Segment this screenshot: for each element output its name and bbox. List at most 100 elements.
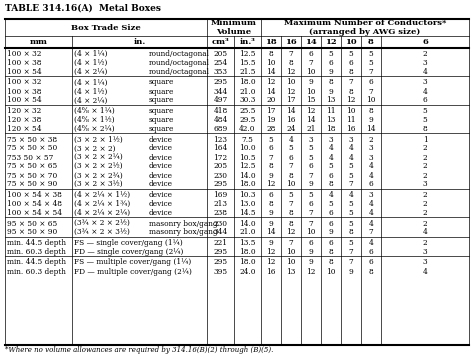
Text: 9: 9	[369, 116, 374, 124]
Text: 9: 9	[309, 248, 313, 256]
Text: 7: 7	[309, 172, 313, 180]
Text: 4: 4	[348, 191, 354, 199]
Text: 3: 3	[423, 59, 428, 67]
Text: device: device	[149, 154, 173, 162]
Text: 18: 18	[265, 38, 277, 46]
Text: 9: 9	[328, 88, 333, 95]
Text: (4⁶⁄₈ × 2¼): (4⁶⁄₈ × 2¼)	[74, 125, 115, 133]
Text: 13: 13	[286, 267, 296, 275]
Text: 5: 5	[348, 209, 354, 217]
Text: 4: 4	[423, 88, 428, 95]
Text: 7: 7	[289, 200, 293, 208]
Text: 9: 9	[269, 172, 273, 180]
Text: 6: 6	[328, 209, 333, 217]
Text: 4: 4	[328, 191, 333, 199]
Text: 5: 5	[328, 50, 333, 58]
Text: 30.3: 30.3	[239, 97, 255, 104]
Text: (4 × 1¼): (4 × 1¼)	[74, 79, 108, 87]
Text: 14: 14	[266, 228, 276, 237]
Text: 2: 2	[423, 209, 428, 217]
Text: 3: 3	[309, 135, 313, 144]
Text: device: device	[149, 172, 173, 180]
Text: 395: 395	[213, 267, 228, 275]
Text: FD — single cover/gang (2¼): FD — single cover/gang (2¼)	[74, 248, 183, 256]
Text: min. 60.3 depth: min. 60.3 depth	[7, 267, 66, 275]
Text: 16: 16	[285, 38, 297, 46]
Text: FS — multiple cover/gang (1¼): FS — multiple cover/gang (1¼)	[74, 258, 191, 266]
Text: 20: 20	[266, 97, 276, 104]
Text: 100 × 32: 100 × 32	[7, 79, 41, 87]
Text: 10: 10	[366, 97, 376, 104]
Text: 11: 11	[326, 107, 336, 115]
Text: 9: 9	[348, 267, 354, 275]
Text: (4 × 1¼): (4 × 1¼)	[74, 50, 108, 58]
Text: 3: 3	[369, 154, 374, 162]
Text: 7: 7	[289, 50, 293, 58]
Text: 6: 6	[309, 239, 313, 247]
Text: 100 × 54 × 38: 100 × 54 × 38	[7, 191, 62, 199]
Text: 18.0: 18.0	[239, 248, 256, 256]
Text: (3 × 2 × 2¼): (3 × 2 × 2¼)	[74, 154, 123, 162]
Text: 120 × 32: 120 × 32	[7, 107, 41, 115]
Text: 10: 10	[286, 79, 296, 87]
Text: 4: 4	[369, 239, 374, 247]
Text: 2: 2	[423, 219, 428, 228]
Text: 12: 12	[266, 79, 276, 87]
Text: 12: 12	[286, 228, 296, 237]
Text: 5: 5	[328, 200, 333, 208]
Text: 21: 21	[306, 125, 316, 133]
Text: 295: 295	[213, 258, 228, 266]
Text: 4: 4	[369, 219, 374, 228]
Text: 4: 4	[369, 209, 374, 217]
Text: (3 × 2 × 3½): (3 × 2 × 3½)	[74, 181, 123, 188]
Text: 6: 6	[289, 154, 293, 162]
Text: 14: 14	[366, 125, 376, 133]
Text: 10: 10	[306, 88, 316, 95]
Text: round/octagonal: round/octagonal	[149, 59, 210, 67]
Text: 8: 8	[369, 107, 374, 115]
Text: 14: 14	[306, 116, 316, 124]
Text: 5: 5	[348, 163, 354, 171]
Text: 7: 7	[309, 209, 313, 217]
Text: 14.0: 14.0	[239, 219, 256, 228]
Text: 4: 4	[369, 172, 374, 180]
Text: 6: 6	[309, 163, 313, 171]
Text: 120 × 54: 120 × 54	[7, 125, 42, 133]
Text: 7: 7	[348, 181, 354, 188]
Text: (4 × 2¼): (4 × 2¼)	[74, 97, 108, 104]
Text: round/octagonal: round/octagonal	[149, 50, 210, 58]
Text: 6: 6	[369, 79, 374, 87]
Text: 8: 8	[328, 181, 333, 188]
Text: 8: 8	[269, 50, 273, 58]
Text: 18.0: 18.0	[239, 258, 256, 266]
Text: 8: 8	[369, 267, 374, 275]
Text: 4: 4	[423, 68, 428, 76]
Text: 5: 5	[348, 219, 354, 228]
Text: 10: 10	[266, 59, 276, 67]
Text: 5: 5	[328, 163, 333, 171]
Text: 14.0: 14.0	[239, 172, 256, 180]
Text: 10: 10	[306, 68, 316, 76]
Text: device: device	[149, 135, 173, 144]
Text: (4 × 2¼): (4 × 2¼)	[74, 68, 108, 76]
Text: 254: 254	[213, 59, 228, 67]
Text: 100 × 32: 100 × 32	[7, 50, 41, 58]
Text: 8: 8	[328, 248, 333, 256]
Text: 100 × 38: 100 × 38	[7, 59, 42, 67]
Text: 164: 164	[213, 145, 228, 153]
Text: device: device	[149, 200, 173, 208]
Text: square: square	[149, 116, 174, 124]
Text: 8: 8	[269, 163, 273, 171]
Text: 12: 12	[266, 248, 276, 256]
Text: (4 × 2¼ × 1½): (4 × 2¼ × 1½)	[74, 191, 130, 199]
Text: (3 × 2 × 1½): (3 × 2 × 1½)	[74, 135, 123, 144]
Text: 10.0: 10.0	[239, 145, 256, 153]
Text: 169: 169	[213, 191, 228, 199]
Text: 3: 3	[328, 135, 333, 144]
Text: 6: 6	[328, 219, 333, 228]
Text: 12: 12	[325, 38, 337, 46]
Text: 12: 12	[266, 181, 276, 188]
Text: device: device	[149, 191, 173, 199]
Text: 3: 3	[423, 181, 428, 188]
Text: 3: 3	[423, 79, 428, 87]
